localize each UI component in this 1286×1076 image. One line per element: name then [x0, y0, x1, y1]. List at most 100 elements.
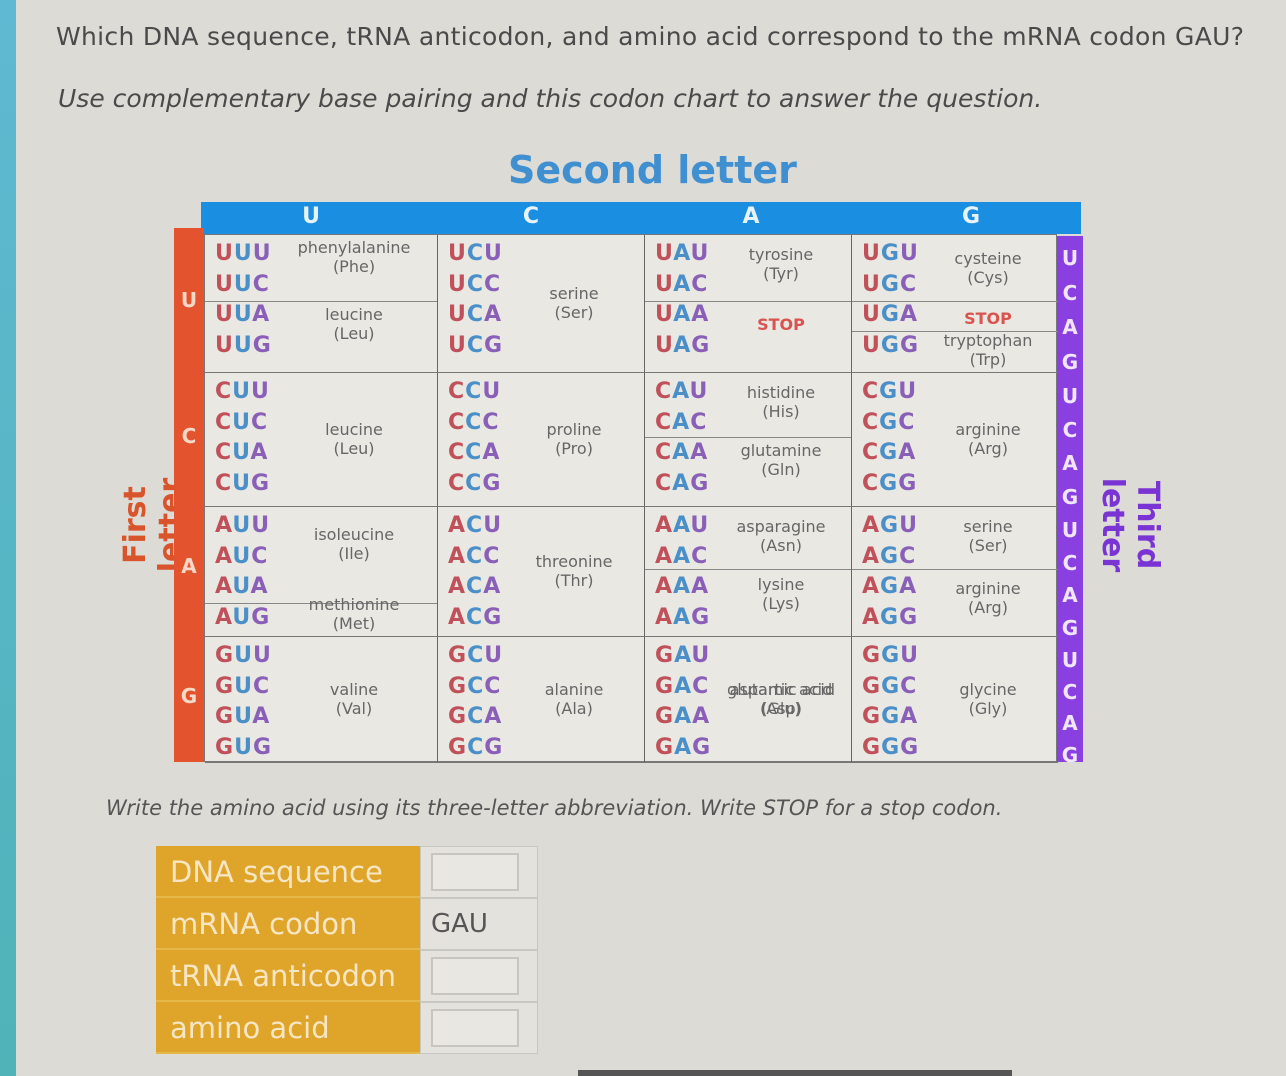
- codon-aaa: AAA: [655, 574, 710, 599]
- amino-acid-input[interactable]: [431, 1009, 519, 1047]
- third-letter-c: C: [1062, 550, 1078, 575]
- third-letter-u: U: [1061, 246, 1079, 270]
- second-letter-c: C: [522, 204, 540, 229]
- answer-table: DNA sequence mRNA codon GAU tRNA anticod…: [156, 846, 538, 1054]
- codon-aag: AAG: [655, 604, 711, 630]
- dna-sequence-label: DNA sequence: [156, 846, 420, 898]
- amino-acid-label: threonine (Thr): [535, 552, 613, 590]
- codon-agc: AGC: [862, 543, 917, 569]
- codon-uuu: UUU: [215, 241, 272, 266]
- codon-cell-cu: CUU CUC CUA CUG leucine (Leu): [205, 373, 438, 507]
- amino-acid-label: methionine (Met): [308, 595, 400, 633]
- mrna-codon-value: GAU: [420, 898, 538, 950]
- codon-cag: CAG: [655, 470, 710, 496]
- codon-uag: UAG: [655, 332, 711, 358]
- codon-cgu: CGU: [862, 379, 918, 404]
- codon-cell-aa: AAU AAC AAA AAG asparagine (Asn) lysine (Lys): [645, 507, 852, 637]
- codon-acu: ACU: [448, 513, 503, 538]
- amino-acid-label: proline (Pro): [546, 420, 602, 458]
- codon-cell-gg: GGU GGC GGA GGG glycine (Gly): [852, 637, 1058, 763]
- amino-acid-label: isoleucine (Ile): [313, 525, 395, 563]
- second-letter-a: A: [742, 204, 760, 229]
- codon-gac: GAC: [655, 673, 710, 699]
- amino-acid-label: cysteine (Cys): [954, 249, 1022, 287]
- third-letter-c: C: [1062, 417, 1078, 442]
- codon-gaa: GAA: [655, 704, 711, 729]
- second-letter-title: Second letter: [508, 148, 797, 192]
- codon-cell-cg: CGU CGC CGA CGG arginine (Arg): [852, 373, 1058, 507]
- codon-cell-gu: GUU GUC GUA GUG valine (Val): [205, 637, 438, 763]
- codon-uuc: UUC: [215, 271, 270, 297]
- codon-aca: ACA: [448, 574, 502, 599]
- amino-acid-label: amino acid: [156, 1002, 420, 1054]
- dna-sequence-input[interactable]: [431, 853, 519, 891]
- question-text: Which DNA sequence, tRNA anticodon, and …: [56, 22, 1245, 51]
- cell-divider: [645, 301, 851, 302]
- codon-ucu: UCU: [448, 241, 503, 266]
- amino-acid-label: serine (Ser): [549, 284, 599, 322]
- amino-acid-label: arginine (Arg): [955, 420, 1021, 458]
- amino-acid-label: STOP: [964, 309, 1012, 328]
- codon-ucg: UCG: [448, 332, 504, 358]
- amino-acid-label: aspartic acid (Asp): [729, 680, 833, 718]
- codon-cell-ga: GAU GAC GAA GAG aspartic acid (Asp) glutamic a…: [645, 637, 852, 763]
- codon-ugg: UGG: [862, 332, 919, 358]
- codon-cell-gc: GCU GCC GCA GCG alanine (Ala): [438, 637, 645, 763]
- codon-auc: AUC: [215, 543, 269, 569]
- second-letter-u: U: [302, 204, 320, 229]
- codon-agu: AGU: [862, 513, 918, 538]
- codon-cug: CUG: [215, 470, 271, 496]
- codon-uau: UAU: [655, 241, 710, 266]
- third-letter-c: C: [1062, 280, 1078, 305]
- first-letter-u: U: [180, 288, 198, 312]
- answer-row-amino-acid: amino acid: [156, 1002, 538, 1054]
- codon-ugc: UGC: [862, 271, 918, 297]
- codon-ccc: CCC: [448, 409, 500, 435]
- codon-cgc: CGC: [862, 409, 916, 435]
- codon-uca: UCA: [448, 302, 503, 327]
- third-letter-u: U: [1061, 518, 1079, 542]
- amino-acid-label: glycine (Gly): [959, 680, 1017, 718]
- codon-agg: AGG: [862, 604, 919, 630]
- cell-divider: [205, 301, 437, 302]
- codon-gau: GAU: [655, 643, 711, 668]
- second-letter-header: U C A G: [201, 202, 1081, 234]
- codon-aua: AUA: [215, 574, 269, 599]
- codon-aau: AAU: [655, 513, 710, 538]
- codon-gga: GGA: [862, 704, 919, 729]
- codon-cell-uu: UUU UUC UUA UUG phenylalanine (Phe) leucine (Le…: [205, 235, 438, 373]
- codon-guc: GUC: [215, 673, 271, 699]
- codon-gcc: GCC: [448, 673, 502, 699]
- second-letter-g: G: [961, 204, 981, 229]
- codon-uug: UUG: [215, 332, 272, 358]
- first-letter-a: A: [181, 554, 197, 578]
- screen-bottom-bar: [578, 1070, 1012, 1076]
- cell-divider: [852, 301, 1058, 302]
- first-letter-c: C: [181, 424, 197, 448]
- codon-ggc: GGC: [862, 673, 918, 699]
- answer-row-trna: tRNA anticodon: [156, 950, 538, 1002]
- cell-divider: [852, 331, 1058, 332]
- amino-acid-label: glutamine (Gln): [740, 441, 822, 479]
- codon-guu: GUU: [215, 643, 272, 668]
- amino-acid-label: glutamic acid (Glu): [727, 680, 835, 718]
- third-letter-a: A: [1062, 451, 1078, 475]
- first-letter-g: G: [180, 684, 198, 708]
- answer-row-mrna: mRNA codon GAU: [156, 898, 538, 950]
- codon-cgg: CGG: [862, 470, 918, 496]
- codon-cell-ug: UGU UGC UGA UGG cysteine (Cys) STOP tryptophan(…: [852, 235, 1058, 373]
- amino-acid-label: tryptophan (Trp): [943, 331, 1033, 369]
- cell-divider: [205, 603, 437, 604]
- third-letter-u: U: [1061, 384, 1079, 408]
- third-letter-c: C: [1062, 679, 1078, 704]
- codon-uaa: UAA: [655, 302, 710, 327]
- codon-cga: CGA: [862, 440, 917, 465]
- codon-cau: CAU: [655, 379, 709, 404]
- codon-aac: AAC: [655, 543, 709, 569]
- codon-acg: ACG: [448, 604, 503, 630]
- third-letter-g: G: [1061, 615, 1079, 640]
- codon-acc: ACC: [448, 543, 501, 569]
- trna-anticodon-input[interactable]: [431, 957, 519, 995]
- cell-divider: [645, 437, 851, 438]
- codon-gca: GCA: [448, 704, 503, 729]
